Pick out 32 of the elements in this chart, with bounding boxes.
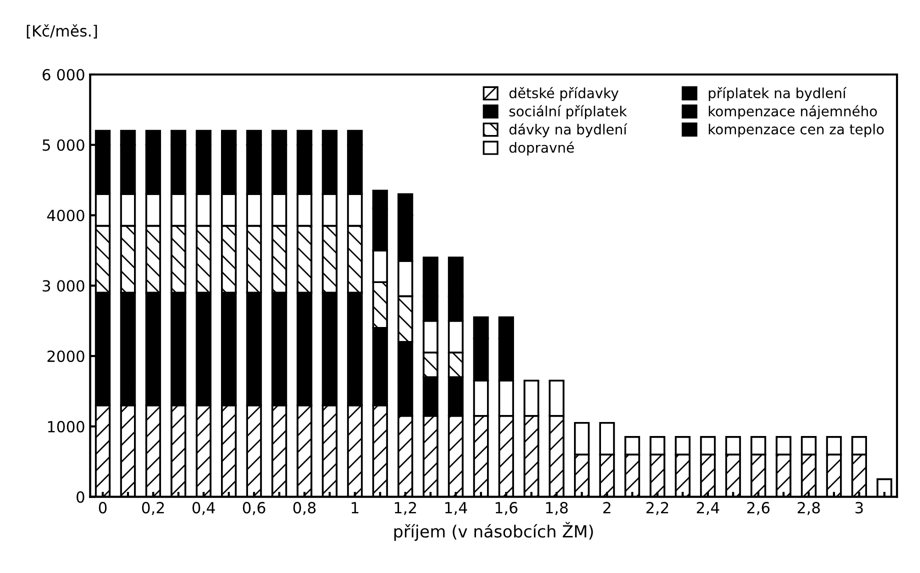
x-tick-label: 0,8 — [293, 502, 316, 516]
legend-label: kompenzace cen za teplo — [708, 124, 884, 138]
x-tick-label: 2,8 — [798, 502, 820, 516]
legend-label: dopravné — [509, 141, 574, 156]
legend-label: kompenzace nájemného — [708, 105, 877, 120]
x-tick-label: 2,2 — [646, 502, 668, 516]
y-tick-label: 5 000 — [42, 139, 84, 151]
y-tick-label: 6 000 — [42, 68, 84, 81]
x-tick-label: 2,4 — [696, 502, 720, 516]
legend-label: sociální příplatek — [509, 105, 627, 120]
x-tick-label: 1,6 — [496, 502, 518, 516]
x-axis-title: příjem (v násobcích ŽM) — [394, 522, 593, 541]
y-axis-title: [Kč/měs.] — [26, 24, 97, 38]
x-tick-label: 2 — [603, 502, 610, 514]
x-tick-label: 1,8 — [546, 502, 568, 516]
x-tick-label: 3 — [855, 502, 863, 514]
x-tick-label: 1,2 — [394, 502, 416, 516]
legend-label: dávky na bydlení — [509, 123, 628, 138]
legend-label: příplatek na bydlení — [708, 86, 847, 101]
x-tick-label: 1,4 — [445, 502, 468, 516]
y-tick-label: 2000 — [48, 350, 84, 362]
x-tick-label: 1 — [352, 502, 358, 514]
x-tick-label: 0,2 — [142, 502, 164, 516]
x-tick-label: 0,4 — [192, 502, 215, 516]
y-tick-label: 4000 — [47, 210, 84, 222]
x-tick-label: 2,6 — [747, 502, 770, 516]
y-tick-label: 3 000 — [42, 280, 84, 292]
x-tick-label: 0 — [98, 502, 107, 514]
x-tick-label: 0,6 — [242, 502, 266, 516]
y-tick-label: 0 — [76, 491, 84, 503]
y-tick-label: 1000 — [48, 420, 84, 432]
legend-label: dětské přídavky — [509, 86, 618, 101]
